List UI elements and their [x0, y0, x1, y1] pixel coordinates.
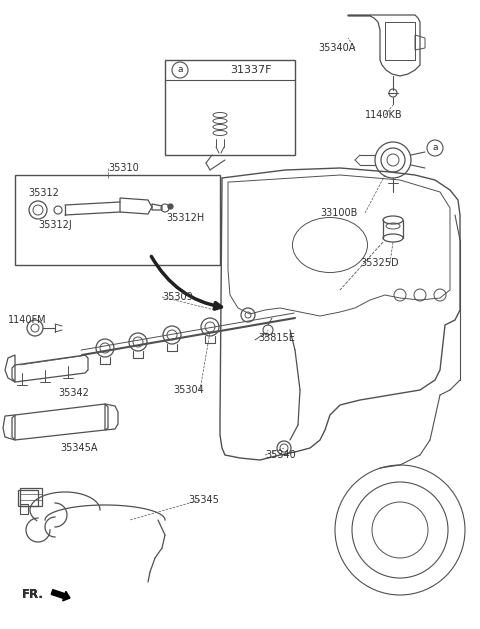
Text: 33100B: 33100B [320, 208, 358, 218]
Text: 35312: 35312 [28, 188, 59, 198]
Text: 31337F: 31337F [230, 65, 272, 75]
Text: 35342: 35342 [58, 388, 89, 398]
Text: 35340: 35340 [265, 450, 296, 460]
Text: 35309: 35309 [162, 292, 193, 302]
Text: 35312J: 35312J [38, 220, 72, 230]
Text: 1140FM: 1140FM [8, 315, 47, 325]
Bar [165, 60, 295, 155]
Text: 35345A: 35345A [60, 443, 97, 453]
Bar [20, 488, 42, 506]
Text: a: a [432, 143, 438, 152]
Bar [15, 175, 220, 265]
Text: 35325D: 35325D [360, 258, 398, 268]
Text: 35304: 35304 [173, 385, 204, 395]
Bar [20, 504, 28, 514]
Text: 35340A: 35340A [318, 43, 355, 53]
FancyArrow shape [51, 589, 70, 601]
Text: FR.: FR. [22, 589, 44, 601]
Text: 35310: 35310 [108, 163, 139, 173]
Text: 35345: 35345 [188, 495, 219, 505]
Text: 35312H: 35312H [166, 213, 204, 223]
Text: FR.: FR. [22, 589, 44, 601]
Text: a: a [177, 65, 183, 74]
Text: 33815E: 33815E [258, 333, 295, 343]
Bar [18, 490, 38, 506]
Text: 1140KB: 1140KB [365, 110, 403, 120]
